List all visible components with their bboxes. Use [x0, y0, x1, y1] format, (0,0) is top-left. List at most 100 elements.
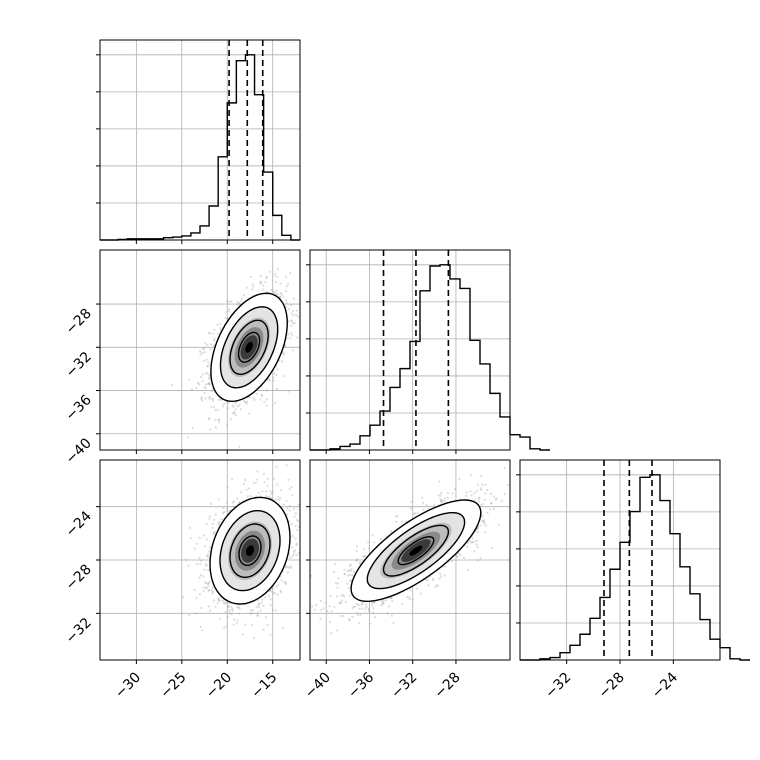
scatter-point: [286, 571, 289, 574]
scatter-point: [210, 398, 213, 401]
scatter-point: [483, 521, 486, 524]
scatter-point: [238, 501, 241, 504]
scatter-point: [219, 327, 222, 330]
scatter-point: [226, 510, 229, 513]
scatter-point: [207, 383, 210, 386]
scatter-point: [349, 579, 352, 583]
scatter-point: [210, 405, 213, 408]
scatter-point: [455, 555, 458, 558]
scatter-point: [272, 376, 275, 379]
scatter-point: [356, 613, 360, 617]
scatter-point: [249, 275, 252, 278]
scatter-point: [208, 418, 211, 421]
scatter-point: [218, 421, 221, 424]
scatter-point: [291, 349, 294, 352]
scatter-point: [225, 625, 228, 628]
scatter-point: [373, 601, 376, 604]
scatter-point: [259, 609, 262, 612]
scatter-point: [237, 606, 240, 609]
scatter-point: [208, 377, 211, 380]
scatter-point: [187, 564, 190, 567]
scatter-point: [203, 347, 206, 350]
panel-frame: [309, 249, 511, 451]
scatter-point: [217, 598, 220, 601]
scatter-point: [352, 570, 355, 573]
x-tick-label: −32: [542, 670, 574, 702]
scatter-point: [286, 566, 289, 569]
scatter-point: [439, 500, 443, 503]
scatter-point: [199, 574, 202, 577]
scatter-point: [364, 555, 367, 558]
y-tick-label: −28: [63, 306, 95, 338]
scatter-point: [219, 322, 222, 325]
scatter-point: [234, 408, 237, 411]
scatter-panel-1-2: −40 −36 −32 −28: [302, 459, 516, 702]
scatter-point: [228, 611, 231, 615]
scatter-point: [189, 537, 192, 540]
scatter-point: [269, 604, 272, 607]
scatter-point: [438, 577, 441, 580]
scatter-point: [301, 526, 303, 528]
scatter-point: [293, 550, 296, 553]
scatter-point: [201, 373, 204, 376]
scatter-point: [228, 509, 231, 512]
scatter-point: [476, 539, 479, 543]
scatter-point: [343, 573, 346, 576]
scatter-point: [359, 613, 362, 616]
scatter-point: [342, 615, 345, 618]
scatter-point: [483, 522, 486, 525]
scatter-point: [511, 484, 513, 486]
scatter-point: [390, 597, 393, 600]
scatter-point: [208, 515, 211, 518]
scatter-point: [296, 518, 299, 522]
scatter-point: [282, 375, 285, 378]
scatter-point: [202, 590, 205, 593]
scatter-point: [222, 602, 225, 605]
scatter-point: [369, 622, 372, 625]
scatter-point: [208, 589, 211, 592]
scatter-point: [294, 511, 297, 515]
scatter-point: [213, 328, 216, 331]
scatter-point: [236, 301, 239, 304]
scatter-point: [473, 550, 476, 553]
scatter-point: [264, 281, 267, 284]
scatter-point: [204, 397, 207, 400]
scatter-point: [473, 498, 476, 501]
scatter-point: [209, 502, 212, 505]
scatter-point: [226, 300, 229, 303]
scatter-point: [390, 596, 393, 600]
scatter-point: [355, 549, 358, 552]
scatter-point: [295, 543, 298, 547]
scatter-point: [289, 272, 292, 275]
scatter-point: [440, 501, 443, 504]
scatter-point: [343, 572, 346, 575]
scatter-point: [265, 404, 268, 407]
scatter-point: [275, 280, 278, 284]
scatter-point: [225, 310, 228, 313]
scatter-point: [202, 359, 205, 362]
scatter-point: [248, 412, 251, 415]
scatter-point: [287, 390, 290, 393]
scatter-point: [301, 586, 303, 588]
scatter-point: [371, 601, 374, 604]
scatter-point: [382, 601, 385, 605]
scatter-point: [265, 398, 268, 401]
scatter-point: [214, 605, 217, 608]
scatter-point: [260, 601, 263, 604]
scatter-point: [275, 465, 278, 468]
scatter-point: [333, 606, 336, 609]
scatter-point: [479, 488, 483, 492]
scatter-point: [200, 397, 203, 400]
scatter-point: [218, 523, 221, 526]
scatter-point: [276, 483, 279, 486]
scatter-point: [207, 582, 210, 585]
scatter-point: [244, 478, 247, 482]
scatter-point: [373, 541, 376, 544]
scatter-point: [514, 486, 516, 488]
scatter-point: [206, 365, 210, 368]
scatter-point: [340, 599, 343, 602]
scatter-point: [201, 380, 204, 383]
scatter-point: [221, 512, 225, 515]
scatter-point: [281, 360, 284, 363]
scatter-point: [205, 564, 208, 567]
